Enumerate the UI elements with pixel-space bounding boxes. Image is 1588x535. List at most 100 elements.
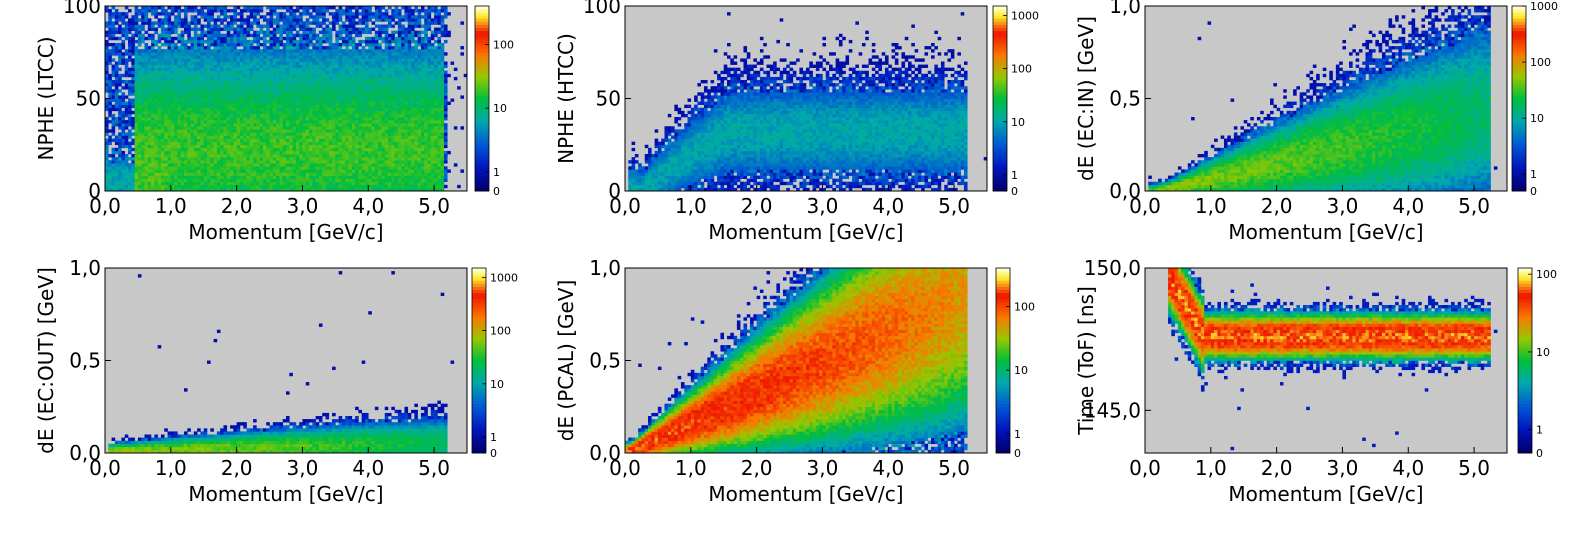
heatmap-bin bbox=[124, 123, 129, 127]
heatmap-bin bbox=[230, 95, 234, 99]
heatmap-bin bbox=[124, 21, 129, 25]
heatmap-bin bbox=[121, 92, 126, 96]
heatmap-bin bbox=[269, 132, 274, 136]
heatmap-bin bbox=[328, 166, 333, 170]
heatmap-bin bbox=[388, 43, 392, 47]
heatmap-bin bbox=[193, 172, 198, 176]
heatmap-bin bbox=[170, 76, 175, 81]
heatmap-bin bbox=[187, 135, 191, 139]
heatmap-bin bbox=[233, 70, 237, 75]
heatmap-bin bbox=[230, 24, 234, 28]
heatmap-bin bbox=[338, 89, 343, 93]
heatmap-bin bbox=[144, 18, 149, 22]
heatmap-bin bbox=[137, 12, 142, 16]
heatmap-bin bbox=[286, 163, 290, 167]
heatmap-bin bbox=[246, 110, 251, 115]
heatmap-bin bbox=[154, 147, 158, 152]
heatmap-bin bbox=[134, 135, 139, 139]
heatmap-bin bbox=[305, 27, 310, 31]
heatmap-bin bbox=[124, 49, 129, 53]
heatmap-bin bbox=[341, 64, 346, 68]
heatmap-bin bbox=[256, 9, 260, 13]
heatmap-bin bbox=[151, 46, 155, 50]
heatmap-bin bbox=[286, 110, 290, 115]
heatmap-bin bbox=[279, 49, 284, 53]
heatmap-bin bbox=[246, 120, 251, 124]
heatmap-bin bbox=[384, 92, 389, 96]
heatmap-bin bbox=[203, 110, 208, 115]
heatmap-bin bbox=[256, 129, 260, 133]
heatmap-bin bbox=[118, 163, 122, 167]
heatmap-bin bbox=[144, 6, 149, 10]
heatmap-bin bbox=[358, 18, 362, 22]
heatmap-bin bbox=[374, 110, 379, 115]
heatmap-bin bbox=[341, 178, 346, 183]
heatmap-bin bbox=[170, 64, 175, 68]
heatmap-bin bbox=[368, 15, 372, 19]
heatmap-bin bbox=[137, 27, 142, 31]
heatmap-bin bbox=[230, 18, 234, 22]
heatmap-bin bbox=[114, 30, 119, 35]
heatmap-bin bbox=[190, 187, 195, 192]
heatmap-bin bbox=[348, 64, 353, 68]
heatmap-bin bbox=[220, 64, 224, 68]
heatmap-bin bbox=[190, 73, 195, 78]
heatmap-bin bbox=[394, 55, 399, 59]
heatmap-bin bbox=[197, 92, 201, 96]
heatmap-bin bbox=[341, 89, 346, 93]
heatmap-bin bbox=[348, 76, 353, 81]
heatmap-bin bbox=[309, 150, 313, 155]
heatmap-bin bbox=[128, 73, 132, 78]
heatmap-bin bbox=[197, 126, 201, 130]
heatmap-bin bbox=[325, 107, 330, 112]
heatmap-bin bbox=[391, 178, 395, 183]
heatmap-bin bbox=[230, 83, 234, 87]
heatmap-bin bbox=[394, 117, 399, 121]
heatmap-bin bbox=[351, 73, 356, 78]
heatmap-bin bbox=[108, 36, 112, 41]
heatmap-bin bbox=[345, 58, 349, 62]
heatmap-bin bbox=[276, 18, 280, 22]
heatmap-bin bbox=[193, 163, 198, 167]
heatmap-bin bbox=[309, 166, 313, 170]
heatmap-bin bbox=[272, 49, 277, 53]
heatmap-bin bbox=[276, 120, 280, 124]
heatmap-bin bbox=[282, 6, 287, 10]
heatmap-bin bbox=[355, 89, 359, 93]
heatmap-bin bbox=[384, 70, 389, 75]
heatmap-bin bbox=[144, 169, 149, 173]
heatmap-bin bbox=[243, 104, 247, 109]
heatmap-bin bbox=[371, 95, 376, 99]
heatmap-bin bbox=[318, 89, 323, 93]
heatmap-bin bbox=[207, 12, 211, 16]
heatmap-bin bbox=[203, 157, 208, 161]
heatmap-bin bbox=[170, 120, 175, 124]
heatmap-bin bbox=[160, 144, 165, 149]
heatmap-bin bbox=[246, 52, 251, 56]
heatmap-bin bbox=[200, 67, 205, 72]
heatmap-bin bbox=[249, 129, 254, 133]
heatmap-bin bbox=[210, 166, 214, 170]
heatmap-bin bbox=[272, 135, 277, 139]
heatmap-bin bbox=[381, 64, 386, 68]
heatmap-bin bbox=[157, 95, 162, 99]
heatmap-bin bbox=[207, 73, 211, 78]
heatmap-bin bbox=[378, 101, 382, 105]
heatmap-bin bbox=[345, 135, 349, 139]
heatmap-bin bbox=[394, 58, 399, 62]
heatmap-bin bbox=[124, 33, 129, 38]
heatmap-bin bbox=[266, 107, 270, 112]
heatmap-bin bbox=[368, 98, 372, 102]
heatmap-bin bbox=[348, 141, 353, 146]
heatmap-bin bbox=[358, 76, 362, 81]
heatmap-bin bbox=[309, 141, 313, 146]
heatmap-bin bbox=[361, 86, 366, 90]
heatmap-bin bbox=[305, 67, 310, 72]
heatmap-bin bbox=[391, 141, 395, 146]
heatmap-bin bbox=[259, 117, 264, 121]
heatmap-bin bbox=[239, 27, 244, 31]
heatmap-bin bbox=[246, 70, 251, 75]
heatmap-bin bbox=[164, 55, 168, 59]
heatmap-bin bbox=[151, 166, 155, 170]
heatmap-bin bbox=[253, 98, 257, 102]
